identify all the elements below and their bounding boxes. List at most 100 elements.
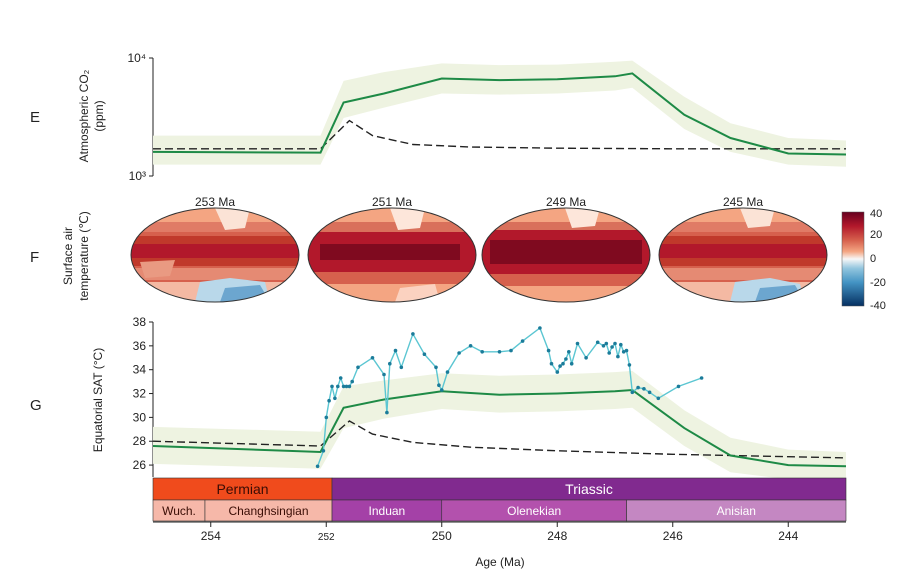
proxy-point (676, 384, 681, 389)
x-axis: 254 252 250 248 246 244 (153, 521, 846, 543)
stage-anisian-label: Anisian (717, 504, 756, 518)
proxy-point (393, 348, 398, 353)
x-tick-label-252: 252 (318, 532, 335, 543)
stage-changhsingian-label: Changhsingian (228, 504, 308, 518)
panel-letter-f: F (30, 249, 39, 266)
map-title-253: 253 Ma (195, 195, 235, 209)
panel-letter-e: E (30, 109, 40, 126)
map-251 (308, 208, 476, 302)
proxy-point (480, 350, 485, 354)
e-y-tick-label-bottom: 10³ (129, 169, 146, 183)
proxy-point (642, 387, 646, 391)
proxy-point (315, 464, 320, 469)
proxy-point (621, 350, 626, 354)
proxy-point (327, 398, 331, 403)
colorbar-tick-20: 20 (870, 229, 882, 241)
g-y-tick-label-26: 26 (133, 458, 147, 472)
proxy-point (549, 361, 554, 366)
e-ylabel-line2: (ppm) (92, 100, 106, 131)
e-baseline-dashed-line (153, 119, 846, 150)
panel-letter-g: G (30, 397, 42, 414)
map-251-outline (307, 207, 477, 303)
proxy-point (636, 385, 640, 390)
x-tick-label-244: 244 (778, 529, 798, 543)
x-axis-label: Age (Ma) (475, 555, 524, 569)
proxy-point (385, 410, 389, 415)
e-y-tick-label-top: 10⁴ (127, 51, 146, 65)
proxy-point (445, 370, 450, 374)
colorbar-tick-neg40: -40 (870, 300, 886, 312)
proxy-point (324, 415, 329, 420)
proxy-point (613, 341, 617, 346)
g-ylabel: Equatorial SAT (°C) (91, 348, 105, 452)
proxy-point (497, 350, 502, 354)
colorbar-tick-neg20: -20 (870, 277, 886, 289)
map-title-251: 251 Ma (372, 195, 412, 209)
proxy-point (575, 341, 580, 346)
proxy-point (656, 396, 661, 401)
proxy-point (619, 342, 623, 347)
map-249-outline (481, 207, 651, 303)
proxy-point (569, 361, 574, 366)
map-245 (659, 208, 827, 302)
period-triassic-label: Triassic (565, 481, 613, 497)
e-ylabel-line1: Atmospheric CO₂ (77, 69, 91, 162)
proxy-point (630, 390, 635, 395)
proxy-point (382, 372, 386, 377)
proxy-point (627, 363, 632, 367)
g-y-tick-label-32: 32 (133, 387, 147, 401)
colorbar-tick-40: 40 (870, 208, 882, 220)
stage-anisian-box (626, 499, 847, 522)
g-y-tick-label-36: 36 (133, 339, 147, 353)
g-y-tick-label-28: 28 (133, 434, 147, 448)
proxy-point (468, 344, 473, 348)
colorbar-tick-0: 0 (870, 253, 876, 265)
map-245-outline (658, 207, 828, 303)
proxy-point (520, 339, 525, 343)
stage-induan-label: Induan (369, 504, 406, 518)
proxy-point (399, 365, 404, 370)
map-249 (482, 208, 650, 302)
x-tick-label-248: 248 (547, 529, 567, 543)
g-y-tick-label-38: 38 (133, 315, 147, 329)
proxy-point (321, 449, 326, 453)
proxy-point (333, 396, 337, 401)
proxy-point (330, 384, 334, 389)
proxy-point (567, 350, 571, 354)
proxy-point (341, 384, 346, 389)
proxy-point (338, 376, 343, 380)
proxy-point (457, 351, 461, 355)
proxy-point (604, 341, 609, 346)
x-tick-label-246: 246 (663, 529, 683, 543)
map-title-249: 249 Ma (546, 195, 586, 209)
g-model-sat-line (152, 388, 847, 468)
proxy-point (558, 364, 562, 368)
g-uncertainty-band (153, 370, 846, 481)
proxy-point (370, 356, 375, 360)
proxy-point (610, 345, 614, 349)
g-y-ticks: 26 28 30 32 34 36 38 (133, 315, 153, 472)
stage-wuch-label: Wuch. (162, 504, 196, 518)
proxy-point (350, 379, 355, 384)
proxy-point (347, 384, 352, 389)
e-uncertainty-band (153, 60, 846, 167)
proxy-point (616, 354, 620, 359)
proxy-point (584, 356, 588, 360)
proxy-point (607, 351, 611, 355)
stage-olenekian-label: Olenekian (507, 504, 561, 518)
proxy-point (437, 383, 441, 388)
proxy-point (344, 384, 349, 389)
map-253 (131, 208, 299, 302)
proxy-point (509, 348, 513, 353)
proxy-point (546, 348, 551, 353)
map-title-245: 245 Ma (723, 195, 763, 209)
g-y-tick-label-30: 30 (133, 410, 147, 424)
map-253-outline (130, 207, 300, 303)
x-tick-label-254: 254 (201, 529, 221, 543)
proxy-point (411, 332, 415, 336)
proxy-point (538, 326, 542, 330)
proxy-point (595, 340, 600, 345)
period-permian-label: Permian (216, 481, 268, 497)
proxy-point (336, 384, 340, 389)
panel-g-sat-chart: Equatorial SAT (°C) 26 28 30 32 34 36 38 (91, 315, 847, 481)
